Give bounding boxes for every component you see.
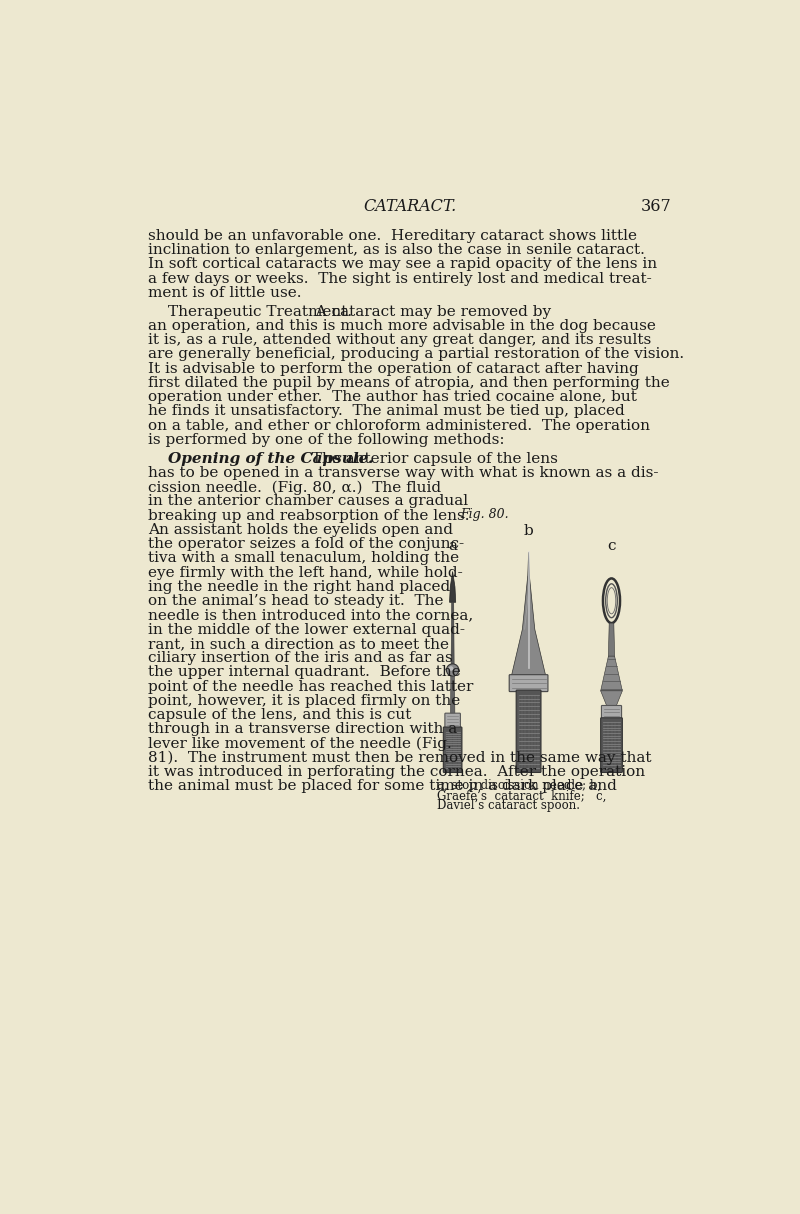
Text: Graefe’s  cataract  knife;   c,: Graefe’s cataract knife; c, — [437, 789, 606, 802]
Text: 367: 367 — [642, 198, 672, 215]
Text: through in a transverse direction with a: through in a transverse direction with a — [148, 722, 458, 737]
FancyBboxPatch shape — [445, 713, 460, 728]
Circle shape — [449, 666, 454, 671]
Text: in the anterior chamber causes a gradual: in the anterior chamber causes a gradual — [148, 494, 468, 509]
Text: b: b — [524, 523, 534, 538]
FancyBboxPatch shape — [516, 690, 541, 772]
Text: tiva with a small tenaculum, holding the: tiva with a small tenaculum, holding the — [148, 551, 459, 566]
Text: The anterior capsule of the lens: The anterior capsule of the lens — [302, 452, 558, 466]
Text: 81).  The instrument must then be removed in the same way that: 81). The instrument must then be removed… — [148, 751, 651, 765]
Text: has to be opened in a transverse way with what is known as a dis-: has to be opened in a transverse way wit… — [148, 466, 658, 480]
Text: should be an unfavorable one.  Hereditary cataract shows little: should be an unfavorable one. Hereditary… — [148, 229, 637, 243]
Text: an operation, and this is much more advisable in the dog because: an operation, and this is much more advi… — [148, 319, 656, 333]
Text: inclination to enlargement, as is also the case in senile cataract.: inclination to enlargement, as is also t… — [148, 243, 645, 257]
Text: rant, in such a direction as to meet the: rant, in such a direction as to meet the — [148, 637, 449, 651]
Polygon shape — [601, 691, 622, 707]
FancyBboxPatch shape — [602, 705, 622, 720]
Circle shape — [446, 664, 459, 676]
Text: operation under ether.  The author has tried cocaine alone, but: operation under ether. The author has tr… — [148, 390, 637, 404]
Text: in the middle of the lower external quad-: in the middle of the lower external quad… — [148, 623, 465, 636]
Polygon shape — [601, 657, 622, 691]
Polygon shape — [450, 572, 456, 602]
Polygon shape — [609, 623, 614, 657]
Text: c: c — [607, 539, 616, 554]
Text: the upper internal quadrant.  Before the: the upper internal quadrant. Before the — [148, 665, 461, 680]
Text: A cataract may be removed by: A cataract may be removed by — [306, 305, 551, 319]
Text: Fig. 80.: Fig. 80. — [460, 509, 509, 521]
Text: on the animal’s head to steady it.  The: on the animal’s head to steady it. The — [148, 594, 443, 608]
Text: needle is then introduced into the cornea,: needle is then introduced into the corne… — [148, 608, 474, 623]
Text: Therapeutic Treatment.: Therapeutic Treatment. — [168, 305, 352, 319]
Text: the animal must be placed for some time in a dark place and: the animal must be placed for some time … — [148, 779, 617, 794]
Ellipse shape — [606, 584, 618, 618]
Text: In soft cortical cataracts we may see a rapid opacity of the lens in: In soft cortical cataracts we may see a … — [148, 257, 657, 272]
Text: the operator seizes a fold of the conjunc-: the operator seizes a fold of the conjun… — [148, 538, 464, 551]
Polygon shape — [511, 552, 546, 675]
Text: Opening of the Capsule.: Opening of the Capsule. — [168, 452, 374, 466]
Text: on a table, and ether or chloroform administered.  The operation: on a table, and ether or chloroform admi… — [148, 419, 650, 432]
Text: capsule of the lens, and this is cut: capsule of the lens, and this is cut — [148, 708, 411, 722]
Text: point, however, it is placed firmly on the: point, however, it is placed firmly on t… — [148, 694, 460, 708]
Text: Daviel’s cataract spoon.: Daviel’s cataract spoon. — [437, 799, 580, 812]
Text: he finds it unsatisfactory.  The animal must be tied up, placed: he finds it unsatisfactory. The animal m… — [148, 404, 625, 419]
Polygon shape — [450, 676, 455, 714]
FancyBboxPatch shape — [443, 727, 462, 772]
Text: An assistant holds the eyelids open and: An assistant holds the eyelids open and — [148, 523, 453, 537]
Polygon shape — [451, 602, 454, 664]
Text: a few days or weeks.  The sight is entirely lost and medical treat-: a few days or weeks. The sight is entire… — [148, 272, 652, 285]
Text: ment is of little use.: ment is of little use. — [148, 285, 302, 300]
Text: ciliary insertion of the iris and as far as: ciliary insertion of the iris and as far… — [148, 651, 453, 665]
Text: are generally beneficial, producing a partial restoration of the vision.: are generally beneficial, producing a pa… — [148, 347, 684, 362]
FancyBboxPatch shape — [601, 717, 622, 772]
Text: eye firmly with the left hand, while hold-: eye firmly with the left hand, while hol… — [148, 566, 462, 580]
Text: lever like movement of the needle (Fig.: lever like movement of the needle (Fig. — [148, 737, 452, 751]
Text: it was introduced in perforating the cornea.  After the operation: it was introduced in perforating the cor… — [148, 765, 645, 779]
Text: it is, as a rule, attended without any great danger, and its results: it is, as a rule, attended without any g… — [148, 333, 651, 347]
Text: cission needle.  (Fig. 80, α.)  The fluid: cission needle. (Fig. 80, α.) The fluid — [148, 481, 441, 494]
Text: ing the needle in the right hand placed: ing the needle in the right hand placed — [148, 580, 450, 594]
Text: CATARACT.: CATARACT. — [363, 198, 457, 215]
Text: first dilated the pupil by means of atropia, and then performing the: first dilated the pupil by means of atro… — [148, 376, 670, 390]
Text: point of the needle has reached this latter: point of the needle has reached this lat… — [148, 680, 474, 693]
FancyBboxPatch shape — [509, 675, 548, 692]
Text: a: a — [448, 539, 457, 554]
Text: breaking up and reabsorption of the lens.: breaking up and reabsorption of the lens… — [148, 509, 470, 523]
Text: It is advisable to perform the operation of cataract after having: It is advisable to perform the operation… — [148, 362, 638, 375]
Text: a, stop discission needle; b,: a, stop discission needle; b, — [437, 779, 602, 793]
Text: is performed by one of the following methods:: is performed by one of the following met… — [148, 433, 505, 447]
